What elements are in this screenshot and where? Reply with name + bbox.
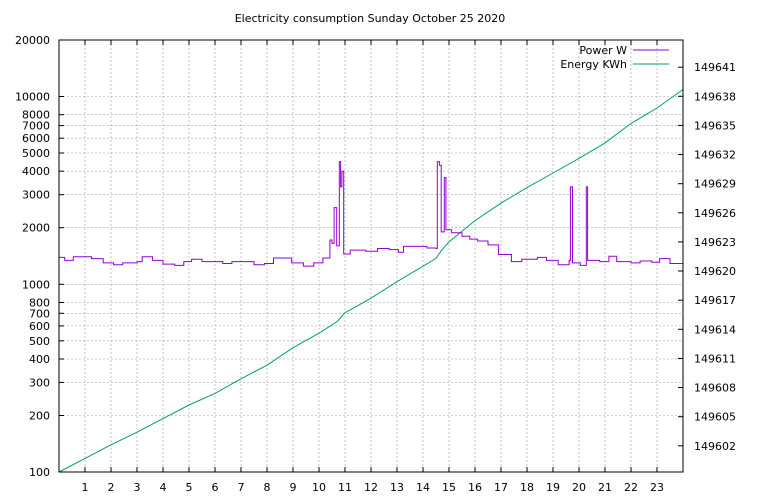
x-tick-label: 3: [134, 481, 141, 494]
y-tick-label: 2000: [22, 222, 50, 235]
power-w-line: [59, 161, 683, 267]
legend-label-energy-kwh: Energy KWh: [560, 58, 627, 71]
y2-tick-label: 149632: [694, 149, 736, 162]
x-tick-label: 20: [572, 481, 586, 494]
y2-tick-label: 149626: [694, 207, 736, 220]
y-tick-label: 200: [29, 410, 50, 423]
y2-tick-label: 149608: [694, 382, 736, 395]
y2-tick-label: 149620: [694, 265, 736, 278]
plot-frame: [58, 39, 684, 473]
x-tick-label: 5: [186, 481, 193, 494]
y-tick-label: 10000: [15, 91, 50, 104]
y-tick-label: 1000: [22, 278, 50, 291]
y2-tick-label: 149611: [694, 352, 736, 365]
x-tick-label: 21: [598, 481, 612, 494]
y-tick-label: 5000: [22, 147, 50, 160]
y2-tick-label: 149623: [694, 236, 736, 249]
x-tick-label: 17: [494, 481, 508, 494]
chart-title: Electricity consumption Sunday October 2…: [235, 12, 506, 25]
x-tick-label: 2: [108, 481, 115, 494]
x-tick-label: 13: [390, 481, 404, 494]
x-tick-label: 8: [264, 481, 271, 494]
legend: Power W Energy KWh: [560, 44, 669, 71]
x-tick-label: 16: [468, 481, 482, 494]
y-tick-label: 600: [29, 320, 50, 333]
grid: [59, 39, 683, 473]
y-tick-label: 400: [29, 353, 50, 366]
y-tick-label: 800: [29, 297, 50, 310]
energy-kwh-series: [58, 89, 684, 473]
x-tick-label: 12: [364, 481, 378, 494]
y-tick-label: 100: [29, 466, 50, 479]
y2-tick-label: 149614: [694, 323, 736, 336]
y2-tick-label: 149638: [694, 90, 736, 103]
x-tick-label: 11: [338, 481, 352, 494]
y2-tick-label: 149641: [694, 61, 736, 74]
y-tick-label: 6000: [22, 132, 50, 145]
energy-kwh-line: [58, 89, 684, 473]
y-tick-label: 700: [29, 307, 50, 320]
power-w-series: [59, 161, 683, 267]
y-tick-label: 500: [29, 335, 50, 348]
x-tick-label: 7: [238, 481, 245, 494]
x-tick-label: 18: [520, 481, 534, 494]
y-tick-label: 20000: [15, 34, 50, 47]
y2-tick-label: 149635: [694, 119, 736, 132]
legend-label-power-w: Power W: [579, 44, 627, 57]
y2-tick-label: 149629: [694, 178, 736, 191]
x-tick-label: 9: [290, 481, 297, 494]
x-tick-label: 22: [624, 481, 638, 494]
y-tick-label: 8000: [22, 109, 50, 122]
y2-tick-label: 149602: [694, 440, 736, 453]
x-tick-label: 10: [312, 481, 326, 494]
x-tick-label: 6: [212, 481, 219, 494]
axes: 1 2 3 4 5 6 7 8 9 10 11 12 13 14 15 16 17 18 19 20 21 22 23100…: [15, 34, 736, 494]
x-tick-label: 1: [82, 481, 89, 494]
y-tick-label: 300: [29, 376, 50, 389]
x-tick-label: 15: [442, 481, 456, 494]
y-tick-label: 7000: [22, 120, 50, 133]
x-tick-label: 23: [650, 481, 664, 494]
x-tick-label: 19: [546, 481, 560, 494]
y2-tick-label: 149605: [694, 411, 736, 424]
y2-tick-label: 149617: [694, 294, 736, 307]
y-tick-label: 4000: [22, 165, 50, 178]
y-tick-label: 3000: [22, 189, 50, 202]
x-tick-label: 4: [160, 481, 167, 494]
x-tick-label: 14: [416, 481, 430, 494]
